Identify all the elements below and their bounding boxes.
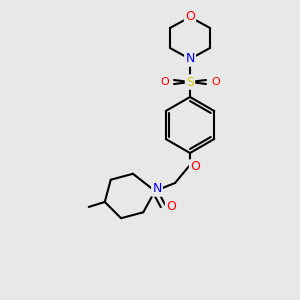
Text: O: O — [160, 77, 169, 87]
Text: O: O — [185, 11, 195, 23]
Text: O: O — [166, 200, 176, 212]
Text: O: O — [211, 77, 220, 87]
Text: O: O — [190, 160, 200, 173]
Text: N: N — [152, 182, 162, 196]
Text: N: N — [185, 52, 195, 65]
Text: S: S — [186, 76, 194, 88]
